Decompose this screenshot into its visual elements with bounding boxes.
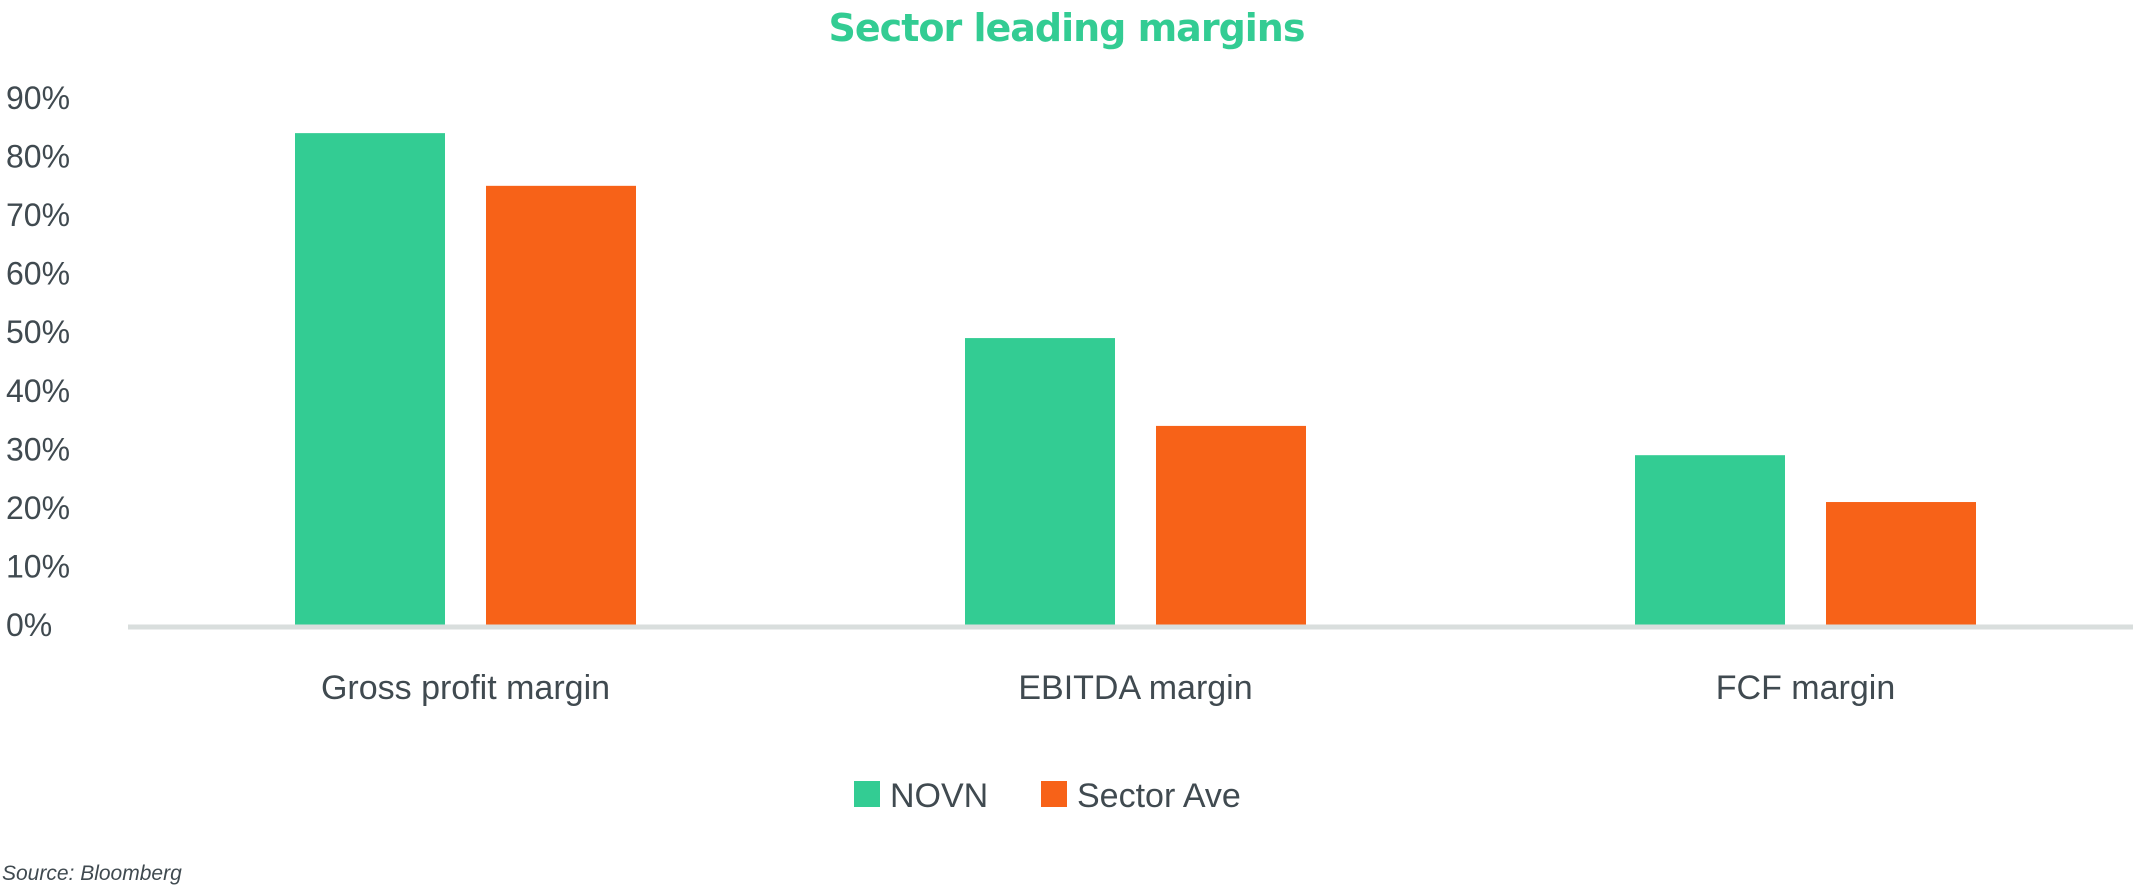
y-tick-label: 60% — [6, 256, 70, 292]
bar-sector-ave-2 — [1826, 502, 1976, 625]
y-tick-label: 50% — [6, 314, 70, 350]
category-labels: Gross profit margin EBITDA margin FCF marg… — [321, 669, 1895, 707]
category-label: FCF margin — [1716, 669, 1895, 707]
y-tick-label: 10% — [6, 548, 70, 584]
category-label: Gross profit margin — [321, 669, 610, 707]
y-axis-ticks: 0% 10% 20% 30% 40% 50% 60% 70% 80% 90% — [6, 80, 70, 643]
bar-novn-2 — [1635, 455, 1785, 625]
bars — [295, 133, 1976, 626]
category-label: EBITDA margin — [1018, 669, 1252, 707]
bar-novn-0 — [295, 133, 445, 625]
source-note: Source: Bloomberg — [2, 862, 182, 885]
bar-novn-1 — [965, 338, 1115, 625]
legend-swatch — [854, 781, 880, 807]
bar-sector-ave-1 — [1156, 425, 1306, 625]
y-tick-label: 80% — [6, 139, 70, 175]
y-tick-label: 0% — [6, 607, 52, 643]
y-tick-label: 70% — [6, 197, 70, 233]
bar-sector-ave-0 — [486, 185, 636, 626]
chart-title: Sector leading margins — [828, 6, 1306, 50]
y-tick-label: 20% — [6, 490, 70, 526]
y-tick-label: 30% — [6, 431, 70, 467]
legend-label: NOVN — [890, 777, 988, 815]
y-tick-label: 90% — [6, 80, 70, 116]
legend: NOVN Sector Ave — [854, 777, 1241, 815]
legend-swatch — [1041, 781, 1067, 807]
legend-label: Sector Ave — [1077, 777, 1241, 815]
y-tick-label: 40% — [6, 373, 70, 409]
